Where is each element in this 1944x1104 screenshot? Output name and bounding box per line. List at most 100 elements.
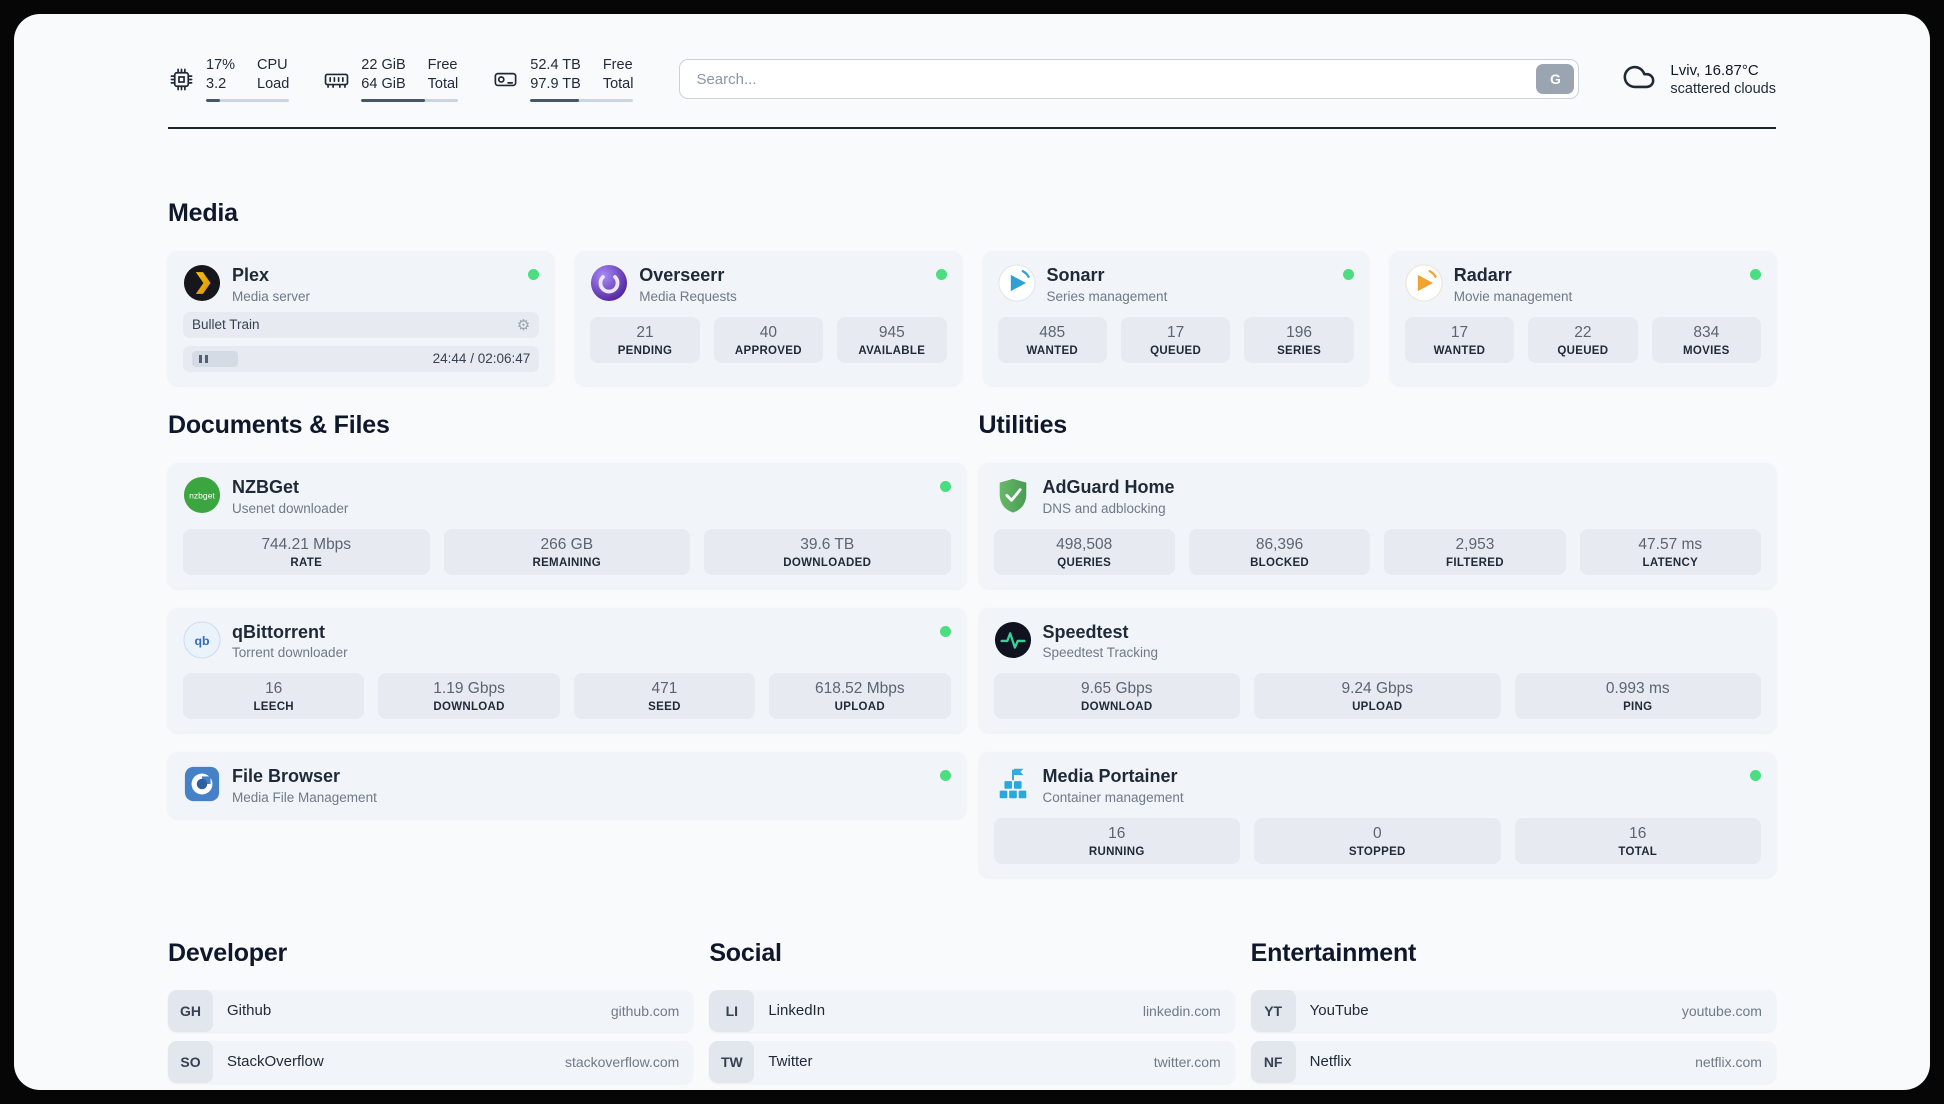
stat-value: 16 (1629, 824, 1647, 842)
service-subtitle: Container management (1042, 789, 1184, 805)
service-name: Speedtest (1042, 621, 1129, 642)
stat-download: 9.65 Gbps DOWNLOAD (993, 673, 1240, 720)
adguard-icon (994, 476, 1032, 514)
stat-wanted: 485 WANTED (997, 316, 1107, 363)
service-name: Sonarr (1046, 265, 1105, 286)
stat-label: SERIES (1277, 344, 1322, 357)
stat-label: APPROVED (734, 344, 802, 357)
stat-value: 196 (1286, 323, 1312, 341)
memory-icon (323, 66, 350, 93)
bookmark-github[interactable]: GH Github github.com (168, 989, 694, 1032)
dashboard-page: 17% 3.2 CPU Load (14, 14, 1930, 1090)
section-title-media: Media (168, 199, 238, 228)
cpu-progress-bar (206, 98, 290, 103)
service-card-sonarr[interactable]: Sonarr Series management 485 WANTED 17 Q… (982, 251, 1369, 385)
search-input[interactable] (679, 59, 1580, 100)
service-subtitle: Media File Management (232, 789, 377, 805)
stat-queries: 498,508 QUERIES (993, 528, 1175, 575)
track-title: Bullet Train (192, 317, 260, 333)
stat-value: 22 (1574, 323, 1592, 341)
service-card-speedtest[interactable]: Speedtest Speedtest Tracking 9.65 Gbps D… (978, 607, 1776, 733)
service-card-nzbget[interactable]: nzbget NZBGet Usenet downloader 744.21 M… (168, 462, 966, 588)
bookmark-netflix[interactable]: NF Netflix netflix.com (1250, 1040, 1776, 1083)
memory-total-value: 64 GiB (361, 75, 406, 92)
bookmark-name: YouTube (1309, 1002, 1369, 1020)
player-controls-row: 24:44 / 02:06:47 (183, 345, 540, 372)
stat-label: BLOCKED (1250, 556, 1310, 569)
bookmark-name: Netflix (1309, 1053, 1352, 1071)
radarr-icon (1405, 264, 1443, 302)
svg-text:qb: qb (194, 633, 210, 647)
service-card-qbittorrent[interactable]: qb qBittorrent Torrent downloader 16 LEE… (168, 607, 966, 733)
stat-ping: 0.993 ms PING (1514, 673, 1761, 720)
stat-approved: 40 APPROVED (713, 316, 824, 363)
stat-label: AVAILABLE (858, 344, 926, 357)
resource-widgets: 17% 3.2 CPU Load (168, 56, 634, 103)
stat-value: 40 (759, 323, 777, 341)
bookmark-abbr: GH (168, 989, 213, 1032)
stat-value: 744.21 Mbps (261, 535, 352, 553)
bookmark-domain: linkedin.com (1142, 1002, 1221, 1019)
status-dot (935, 269, 947, 281)
disk-progress-bar (530, 98, 634, 103)
section-media: Media Plex Media server (168, 199, 1776, 385)
bookmark-domain: youtube.com (1681, 1002, 1762, 1019)
section-title-entertainment: Entertainment (1250, 938, 1417, 967)
gear-icon[interactable]: ⚙ (516, 315, 531, 334)
service-card-plex[interactable]: Plex Media server Bullet Train ⚙ 24:44 /… (168, 251, 555, 385)
stat-value: 834 (1693, 323, 1720, 341)
stat-value: 9.24 Gbps (1341, 680, 1414, 698)
weather-widget: Lviv, 16.87°C scattered clouds (1619, 60, 1776, 99)
service-name: NZBGet (232, 476, 299, 497)
disk-widget: 52.4 TB 97.9 TB Free Total (492, 56, 634, 103)
bookmark-name: StackOverflow (227, 1053, 324, 1071)
stat-label: TOTAL (1618, 845, 1658, 858)
bookmark-youtube[interactable]: YT YouTube youtube.com (1250, 989, 1776, 1032)
bookmark-group-social: Social LI LinkedIn linkedin.com TW Twitt… (709, 938, 1235, 1090)
section-title-documents: Documents & Files (168, 410, 390, 439)
stat-download: 1.19 Gbps DOWNLOAD (378, 673, 560, 720)
bookmark-stackoverflow[interactable]: SO StackOverflow stackoverflow.com (168, 1040, 694, 1083)
plex-icon (183, 264, 221, 302)
stat-label: DOWNLOADED (783, 556, 872, 569)
service-card-filebrowser[interactable]: File Browser Media File Management (168, 752, 966, 818)
bookmark-group-entertainment: Entertainment YT YouTube youtube.com NF … (1250, 938, 1776, 1090)
stat-downloaded: 39.6 TB DOWNLOADED (704, 528, 951, 575)
bookmark-abbr: YT (1250, 989, 1296, 1032)
stat-label: LATENCY (1642, 556, 1699, 569)
bookmark-linkedin[interactable]: LI LinkedIn linkedin.com (709, 989, 1235, 1032)
bookmark-abbr: TW (709, 1040, 755, 1083)
pause-button[interactable] (192, 350, 238, 367)
service-card-radarr[interactable]: Radarr Movie management 17 WANTED 22 QUE… (1389, 251, 1776, 385)
service-name: Radarr (1453, 265, 1512, 286)
stat-value: 266 GB (540, 535, 594, 553)
speedtest-icon (994, 621, 1032, 659)
service-card-overseerr[interactable]: Overseerr Media Requests 21 PENDING 40 A… (575, 251, 962, 385)
stat-label: WANTED (1026, 344, 1079, 357)
service-card-adguard[interactable]: AdGuard Home DNS and adblocking 498,508 … (978, 462, 1776, 588)
weather-condition: scattered clouds (1670, 80, 1776, 97)
service-subtitle: Media server (232, 288, 311, 304)
stat-label: RUNNING (1088, 845, 1145, 858)
bookmark-twitter[interactable]: TW Twitter twitter.com (709, 1040, 1235, 1083)
service-card-portainer[interactable]: Media Portainer Container management 16 … (978, 752, 1776, 877)
disk-free-value: 52.4 TB (530, 57, 581, 73)
stat-value: 471 (651, 680, 678, 698)
section-title-social: Social (709, 938, 782, 967)
memory-progress-bar (361, 98, 459, 103)
stat-remaining: 266 GB REMAINING (443, 528, 690, 575)
stat-value: 485 (1039, 323, 1066, 341)
bookmark-name: Twitter (768, 1053, 813, 1071)
stat-running: 16 RUNNING (993, 817, 1240, 864)
sonarr-icon (997, 264, 1036, 302)
stat-label: REMAINING (532, 556, 601, 569)
search-provider-button[interactable]: G (1536, 64, 1575, 95)
cpu-icon (168, 66, 195, 93)
section-title-developer: Developer (168, 938, 288, 967)
stat-value: 39.6 TB (800, 535, 855, 553)
stat-value: 1.19 Gbps (433, 680, 505, 698)
section-utilities: Utilities (978, 411, 1776, 877)
section-documents: Documents & Files nzbget NZBGet U (168, 411, 966, 877)
stat-stopped: 0 STOPPED (1254, 817, 1501, 864)
service-subtitle: DNS and adblocking (1042, 500, 1166, 516)
